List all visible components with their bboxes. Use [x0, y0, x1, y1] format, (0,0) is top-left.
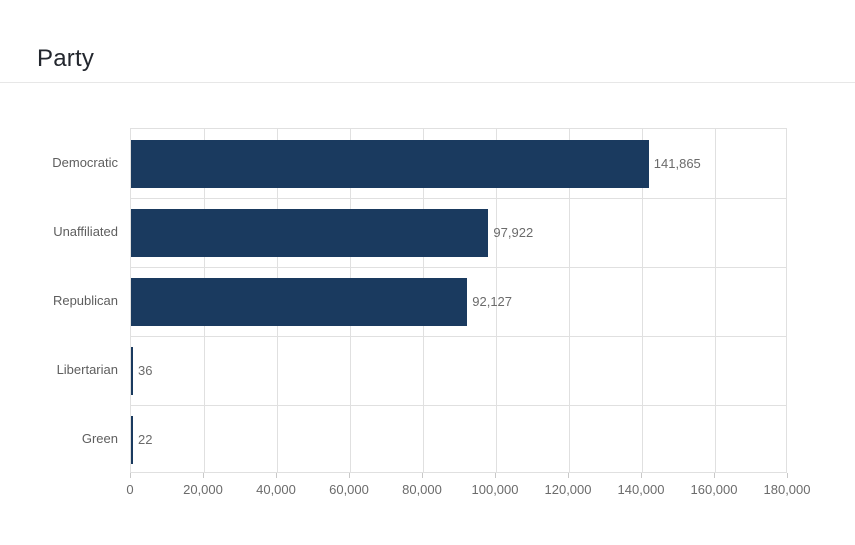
x-tick-label: 80,000 [402, 482, 442, 497]
gridline-horizontal [131, 404, 786, 406]
gridline-vertical [714, 129, 716, 472]
category-label: Green [81, 431, 118, 446]
gridline-horizontal [131, 335, 786, 337]
bar-value-label: 36 [138, 363, 153, 378]
x-tick [713, 473, 715, 478]
gridline-vertical [568, 129, 570, 472]
title-divider [0, 82, 855, 83]
bar[interactable] [131, 139, 649, 188]
bar[interactable] [131, 208, 489, 257]
x-tick [640, 473, 642, 478]
x-tick-label: 160,000 [690, 482, 738, 497]
category-label: Unaffiliated [53, 224, 118, 239]
x-tick-label: 140,000 [617, 482, 665, 497]
category-label: Democratic [52, 155, 118, 170]
x-tick [348, 473, 350, 478]
gridline-horizontal [131, 197, 786, 199]
bar-value-label: 97,922 [493, 225, 534, 240]
bar-value-label: 141,865 [653, 156, 701, 171]
x-tick-label: 100,000 [471, 482, 519, 497]
x-tick-label: 180,000 [763, 482, 811, 497]
bar[interactable] [131, 415, 133, 464]
gridline-horizontal [131, 266, 786, 268]
x-tick [275, 473, 277, 478]
x-tick [567, 473, 569, 478]
x-tick-label: 0 [126, 482, 134, 497]
category-label: Libertarian [56, 362, 118, 377]
x-tick [494, 473, 496, 478]
chart-title: Party [37, 45, 95, 72]
bar[interactable] [131, 277, 468, 326]
x-tick-label: 60,000 [329, 482, 369, 497]
x-tick-label: 120,000 [544, 482, 592, 497]
x-tick [786, 473, 788, 478]
bar-value-label: 22 [138, 432, 153, 447]
gridline-vertical [495, 129, 497, 472]
gridline-vertical [641, 129, 643, 472]
x-tick-label: 40,000 [256, 482, 296, 497]
x-tick [421, 473, 423, 478]
bar-value-label: 92,127 [472, 294, 513, 309]
x-tick [129, 473, 131, 478]
x-tick-label: 20,000 [183, 482, 223, 497]
bar[interactable] [131, 346, 133, 395]
plot-area: 141,865 97,922 92,127 36 22 [130, 128, 787, 473]
x-tick [202, 473, 204, 478]
category-label: Republican [52, 293, 118, 308]
